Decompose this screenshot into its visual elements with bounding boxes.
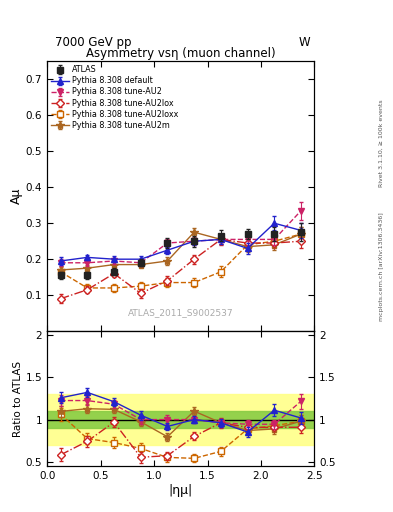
Text: 7000 GeV pp: 7000 GeV pp bbox=[55, 36, 132, 49]
Title: Asymmetry vsη (muon channel): Asymmetry vsη (muon channel) bbox=[86, 47, 275, 60]
Bar bbox=[47, 394, 314, 445]
Legend: ATLAS, Pythia 8.308 default, Pythia 8.308 tune-AU2, Pythia 8.308 tune-AU2lox, Py: ATLAS, Pythia 8.308 default, Pythia 8.30… bbox=[50, 64, 180, 131]
Text: ATLAS_2011_S9002537: ATLAS_2011_S9002537 bbox=[128, 309, 233, 317]
Text: W: W bbox=[299, 36, 310, 49]
Bar bbox=[47, 411, 314, 428]
Y-axis label: Ratio to ATLAS: Ratio to ATLAS bbox=[13, 360, 23, 437]
Text: mcplots.cern.ch [arXiv:1306.3436]: mcplots.cern.ch [arXiv:1306.3436] bbox=[379, 212, 384, 321]
X-axis label: |ημ|: |ημ| bbox=[169, 483, 193, 497]
Y-axis label: Aμ: Aμ bbox=[10, 188, 23, 204]
Text: Rivet 3.1.10, ≥ 100k events: Rivet 3.1.10, ≥ 100k events bbox=[379, 99, 384, 187]
